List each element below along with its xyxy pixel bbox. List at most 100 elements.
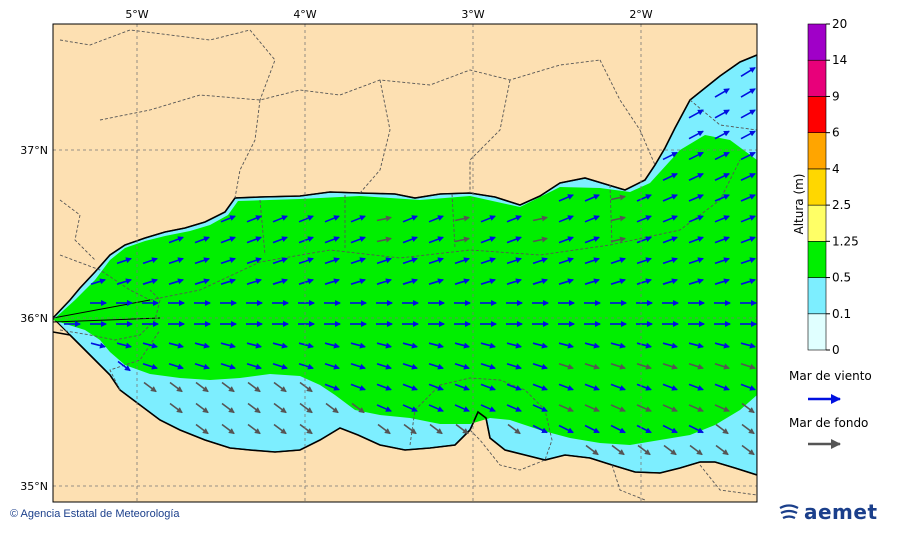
wind-sea-arrow	[428, 215, 444, 223]
wind-sea-arrow	[272, 342, 288, 349]
wind-sea-arrow	[480, 363, 496, 370]
swell-arrow	[741, 444, 755, 456]
wave-height-band-green	[53, 135, 757, 445]
wind-sea-arrow	[246, 278, 262, 285]
swell-arrow	[662, 363, 678, 370]
wind-sea-arrow	[480, 404, 496, 412]
wind-sea-arrow	[402, 363, 418, 370]
wind-sea-arrow	[194, 257, 210, 265]
colorbar-tick-label: 0.1	[832, 307, 851, 321]
wind-sea-arrow	[298, 236, 314, 244]
aemet-swirl-icon	[779, 504, 799, 520]
swell-arrow	[532, 215, 548, 222]
wind-sea-arrow	[324, 278, 340, 285]
wind-sea-arrow	[246, 257, 262, 265]
wind-sea-arrow	[454, 363, 470, 370]
aemet-logo[interactable]: aemet	[778, 500, 878, 524]
wind-sea-arrow	[116, 257, 132, 265]
wind-sea-arrow	[636, 194, 652, 202]
wind-sea-arrow	[272, 215, 288, 223]
wind-sea-arrow	[142, 257, 158, 265]
swell-arrow	[741, 402, 755, 414]
swell-arrow	[195, 381, 209, 393]
wind-sea-arrow	[532, 424, 548, 434]
wind-sea-arrow	[740, 194, 756, 202]
wind-sea-arrow	[740, 383, 756, 391]
wind-sea-arrow	[584, 194, 600, 202]
wind-sea-arrow	[116, 278, 132, 285]
swell-arrow	[376, 236, 392, 243]
wind-sea-arrow	[168, 342, 184, 349]
wind-sea-arrow	[740, 173, 756, 181]
wind-sea-arrow	[220, 236, 236, 244]
wind-sea-arrow	[506, 342, 522, 349]
wind-sea-arrow	[480, 215, 496, 223]
swell-arrow	[584, 363, 600, 370]
swell-arrow	[273, 381, 287, 393]
wind-sea-arrow	[688, 215, 704, 223]
swell-arrow	[610, 194, 626, 201]
swell-arrow	[714, 363, 730, 370]
wind-sea-arrow	[194, 342, 210, 349]
colorbar-swatch	[807, 23, 827, 61]
swell-arrow	[247, 381, 261, 393]
swell-arrow	[532, 236, 548, 243]
colorbar-title: Altura (m)	[792, 173, 806, 234]
wind-sea-arrow	[272, 257, 288, 265]
wind-sea-arrow	[558, 424, 574, 434]
longitude-ticks: 5°W 4°W 3°W 2°W	[125, 8, 652, 21]
wind-sea-arrow	[454, 257, 470, 265]
colorbar-swatch	[807, 132, 827, 170]
wind-sea-arrow	[402, 278, 418, 285]
wind-sea-arrow	[532, 342, 548, 349]
wind-sea-arrow	[298, 257, 314, 265]
wind-sea-arrow	[194, 363, 210, 370]
swell-arrow	[610, 236, 626, 243]
wind-sea-arrow	[272, 278, 288, 285]
wind-sea-arrow	[324, 236, 340, 244]
wind-sea-arrow	[220, 278, 236, 285]
wind-sea-arrow	[636, 383, 652, 391]
wind-sea-arrow	[246, 236, 262, 244]
wind-sea-arrow	[610, 342, 626, 349]
wind-sea-arrow	[740, 342, 756, 349]
wind-sea-arrow	[428, 257, 444, 265]
wind-sea-arrow	[194, 278, 210, 285]
wind-sea-arrow	[532, 257, 548, 265]
swell-arrow	[454, 215, 470, 222]
wind-sea-arrow	[350, 383, 366, 391]
wind-sea-arrow	[636, 342, 652, 349]
swell-arrow	[169, 381, 183, 393]
wind-sea-arrow	[480, 383, 496, 391]
wind-sea-arrow	[168, 236, 184, 244]
wind-sea-arrow	[220, 215, 236, 223]
swell-arrow	[221, 423, 235, 435]
wind-sea-arrow	[584, 424, 600, 434]
lat-tick-label: 37°N	[20, 144, 48, 157]
wind-sea-arrow	[714, 151, 730, 161]
lon-tick-label: 3°W	[461, 8, 484, 21]
swell-arrow	[558, 404, 574, 412]
wind-sea-arrow	[532, 404, 548, 412]
wind-sea-arrow	[350, 363, 366, 370]
wind-sea-arrow	[662, 236, 678, 244]
wind-sea-arrow	[636, 215, 652, 223]
wind-sea-arrow	[740, 88, 756, 98]
swell-label: Mar de fondo	[789, 416, 868, 430]
swell-arrow	[351, 402, 365, 414]
swell-arrow	[610, 363, 626, 370]
coastline-south	[53, 331, 757, 476]
wind-sea-arrow	[662, 151, 678, 161]
wind-sea-arrow	[298, 278, 314, 285]
wind-sea-arrow	[350, 278, 366, 285]
wind-sea-arrow	[610, 278, 626, 285]
wind-sea-arrow	[662, 194, 678, 202]
wind-sea-arrow	[117, 360, 131, 372]
wind-sea-arrow	[506, 404, 522, 412]
wind-sea-arrow	[714, 173, 730, 181]
swell-arrow	[221, 402, 235, 414]
wind-sea-arrow	[714, 215, 730, 223]
wind-sea-arrow	[428, 342, 444, 349]
wind-sea-arrow	[376, 363, 392, 370]
